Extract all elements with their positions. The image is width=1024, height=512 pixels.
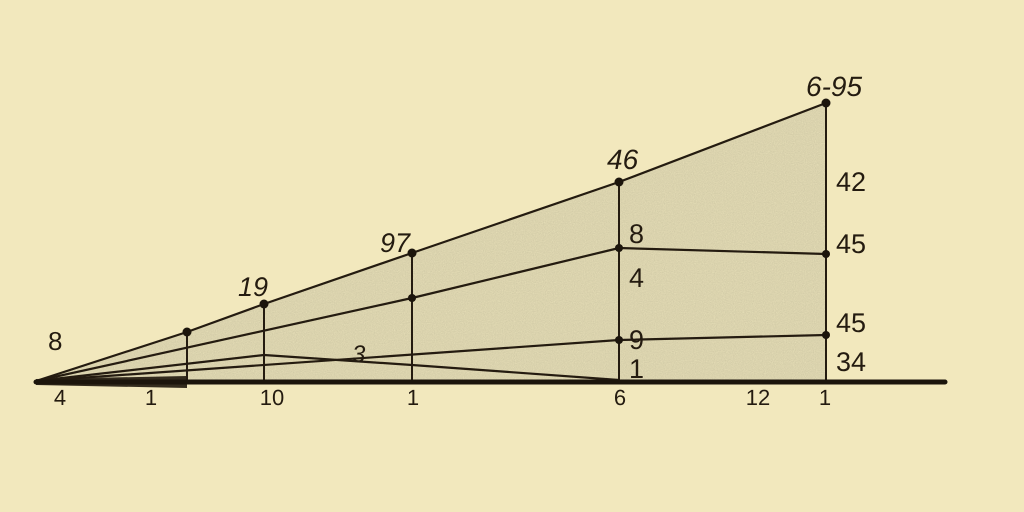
- svg-text:1: 1: [819, 385, 831, 410]
- svg-text:42: 42: [836, 167, 866, 197]
- svg-text:1: 1: [629, 354, 644, 384]
- svg-text:8: 8: [629, 219, 644, 249]
- svg-text:4: 4: [629, 263, 644, 293]
- svg-text:6-95: 6-95: [806, 71, 862, 102]
- svg-text:45: 45: [836, 229, 866, 259]
- svg-text:1: 1: [145, 385, 157, 410]
- svg-text:8: 8: [48, 326, 62, 356]
- svg-text:3: 3: [352, 341, 366, 368]
- svg-text:1: 1: [407, 385, 419, 410]
- svg-text:10: 10: [260, 385, 284, 410]
- svg-text:12: 12: [746, 385, 770, 410]
- svg-text:9: 9: [629, 325, 644, 355]
- svg-text:6: 6: [614, 385, 626, 410]
- svg-text:46: 46: [607, 144, 639, 175]
- svg-text:45: 45: [836, 308, 866, 338]
- svg-text:34: 34: [836, 347, 866, 377]
- svg-text:19: 19: [238, 272, 268, 302]
- svg-text:97: 97: [380, 228, 411, 258]
- svg-text:4: 4: [54, 385, 66, 410]
